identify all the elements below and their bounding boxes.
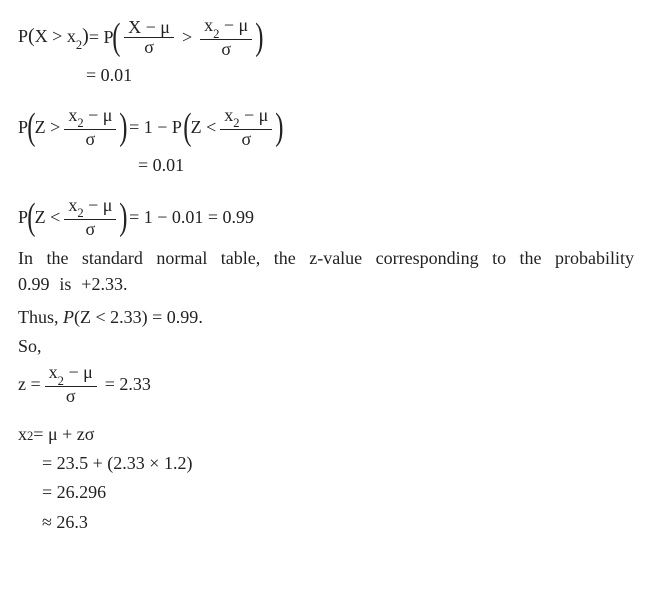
sym: > xyxy=(182,25,192,50)
equation-line-8: = 23.5 + (2.33 × 1.2) xyxy=(42,451,634,476)
paren: ) xyxy=(120,108,128,146)
denominator: σ xyxy=(217,40,235,59)
fraction: x2 − μ σ xyxy=(220,106,272,149)
numerator: x2 − μ xyxy=(64,106,116,130)
sym: = P xyxy=(89,25,114,50)
equation-line-2: = 0.01 xyxy=(86,63,634,88)
sym: Z < xyxy=(35,205,61,230)
value: ≈ 26.3 xyxy=(42,510,88,535)
denominator: σ xyxy=(140,38,158,57)
sym: z = xyxy=(18,372,41,397)
denominator: σ xyxy=(237,130,255,149)
equation-line-4: = 0.01 xyxy=(138,153,634,178)
fraction: x2 − μ σ xyxy=(64,196,116,239)
equation-line-5: P ( Z < x2 − μ σ ) = 1 − 0.01 = 0.99 xyxy=(18,196,634,239)
value: = 0.01 xyxy=(138,153,184,178)
numerator: X − μ xyxy=(124,18,174,38)
numerator: x2 − μ xyxy=(200,16,252,40)
fraction: x2 − μ σ xyxy=(64,106,116,149)
paren: ) xyxy=(120,198,128,236)
fraction: x2 − μ σ xyxy=(200,16,252,59)
equation-line-6: z = x2 − μ σ = 2.33 xyxy=(18,363,634,406)
value: = 0.01 xyxy=(86,63,132,88)
denominator: σ xyxy=(62,387,80,406)
value: = 2.33 xyxy=(105,372,151,397)
equation-line-9: = 26.296 xyxy=(42,480,634,505)
numerator: x2 − μ xyxy=(45,363,97,387)
numerator: x2 − μ xyxy=(64,196,116,220)
paren: ) xyxy=(82,25,89,47)
value: = 26.296 xyxy=(42,480,106,505)
explanation-text-2: Thus, P(Z < 2.33) = 0.99. xyxy=(18,305,634,330)
so-label: So, xyxy=(18,334,634,359)
sym: Z < xyxy=(191,115,217,140)
explanation-text-1: In the standard normal table, the z-valu… xyxy=(18,246,634,296)
fraction: x2 − μ σ xyxy=(45,363,97,406)
numerator: x2 − μ xyxy=(220,106,272,130)
sym: = 1 − P xyxy=(129,115,182,140)
paren: ( xyxy=(28,25,35,47)
equation-line-1: P(X > x2) = P ( X − μ σ > x2 − μ σ ) xyxy=(18,16,634,59)
sym: Z > xyxy=(35,115,61,140)
paren: ) xyxy=(276,108,284,146)
equation-line-10: ≈ 26.3 xyxy=(42,510,634,535)
equation-line-7: x2 = μ + zσ xyxy=(18,422,634,447)
value: = 1 − 0.01 = 0.99 xyxy=(129,205,254,230)
sub: 2 xyxy=(76,38,82,52)
sym: X > x xyxy=(35,26,76,46)
paren: ( xyxy=(27,198,35,236)
paren: ( xyxy=(113,18,121,56)
fraction: X − μ σ xyxy=(124,18,174,57)
denominator: σ xyxy=(82,130,100,149)
denominator: σ xyxy=(82,220,100,239)
sym: P xyxy=(18,26,28,46)
paren: ( xyxy=(27,108,35,146)
paren: ( xyxy=(183,108,191,146)
equation-line-3: P ( Z > x2 − μ σ ) = 1 − P ( Z < x2 − μ … xyxy=(18,106,634,149)
value: = 23.5 + (2.33 × 1.2) xyxy=(42,451,192,476)
paren: ) xyxy=(255,18,263,56)
